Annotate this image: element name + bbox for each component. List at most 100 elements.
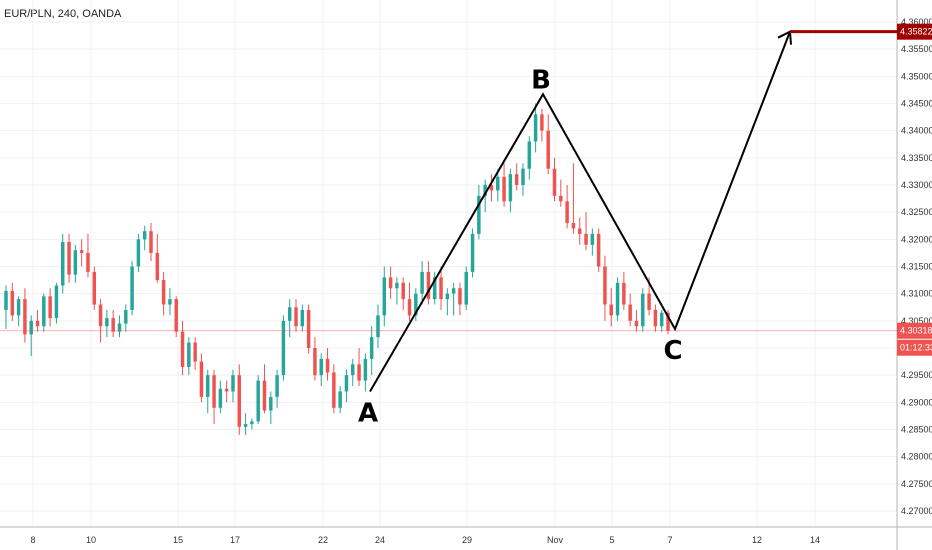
countdown-label: 01:12:33 — [900, 343, 932, 353]
candle-body — [609, 304, 613, 316]
x-tick-label: 12 — [752, 535, 762, 545]
candle-body — [155, 252, 160, 281]
candle-body — [224, 388, 229, 392]
candle-body — [212, 375, 216, 408]
candle-body — [325, 358, 330, 373]
candle-body — [559, 195, 563, 202]
y-tick-label: 4.28500 — [901, 425, 932, 435]
candle-body — [527, 141, 532, 169]
candle-body — [10, 290, 15, 316]
candle-body — [357, 364, 361, 381]
candle-body — [105, 318, 109, 327]
candle-body — [218, 388, 223, 408]
candle-body — [300, 309, 305, 327]
candle-body — [521, 168, 525, 185]
candle-body — [313, 348, 317, 376]
candle-body — [496, 176, 500, 191]
candle-body — [407, 299, 412, 316]
candle-body — [124, 309, 128, 324]
candle-body — [180, 331, 185, 368]
candle-body — [514, 174, 519, 185]
candle-body — [332, 372, 336, 408]
candle-body — [287, 307, 292, 321]
candle-body — [48, 296, 52, 319]
x-tick-label: Nov — [547, 535, 564, 545]
candle-body — [319, 358, 323, 376]
candle-body — [628, 304, 632, 321]
candle-body — [168, 299, 172, 305]
countdown-tag — [897, 339, 932, 356]
candle-body — [552, 168, 557, 196]
candle-body — [231, 375, 235, 392]
candle-body — [634, 320, 639, 327]
candle-body — [653, 309, 658, 327]
last-price-tag — [897, 322, 932, 339]
y-tick-label: 4.36000 — [901, 17, 932, 27]
x-tick-label: 24 — [375, 535, 385, 545]
candle-body — [401, 282, 405, 300]
candle-body — [92, 271, 97, 305]
candle-body — [54, 285, 59, 319]
candle-body — [243, 424, 248, 427]
x-tick-label: 8 — [30, 535, 35, 545]
candle-body — [130, 266, 134, 310]
y-tick-label: 4.35500 — [901, 44, 932, 54]
candle-body — [67, 242, 71, 275]
candle-body — [584, 233, 588, 245]
y-tick-labels: 4.36000 4.35500 4.35000 4.34500 4.34000 4.335… — [901, 17, 932, 516]
candle-body — [16, 299, 21, 316]
candle-body — [395, 282, 399, 289]
candle-body — [420, 271, 424, 294]
y-tick-label: 4.32000 — [901, 234, 932, 244]
candle-body — [445, 293, 450, 300]
candle-body — [590, 233, 595, 245]
candle-body — [294, 307, 298, 327]
candle-body — [382, 277, 387, 316]
candle-body — [565, 201, 569, 224]
y-tick-label: 4.27000 — [901, 506, 932, 516]
candle-body — [647, 293, 651, 310]
candle-body — [577, 228, 582, 234]
candle-body — [388, 277, 393, 289]
candle-body — [470, 233, 475, 272]
candle-body — [161, 280, 166, 305]
candle-body — [149, 231, 153, 253]
candle-body — [73, 250, 78, 275]
candle-body — [35, 320, 40, 327]
candle-body — [79, 250, 84, 253]
point-label-b: B — [531, 65, 551, 95]
point-label-c: C — [663, 336, 682, 366]
candle-body — [338, 391, 342, 408]
candle-body — [439, 277, 443, 300]
candle-body — [622, 282, 626, 305]
candle-body — [596, 233, 601, 267]
last-price-label: 4.30318 — [900, 326, 932, 336]
candle-body — [174, 299, 178, 332]
candle-body — [306, 309, 311, 348]
abc-pattern-line — [369, 31, 791, 392]
candle-body — [432, 277, 437, 300]
candle-body — [502, 176, 506, 202]
point-label-a: A — [358, 398, 378, 428]
candle-body — [23, 299, 27, 335]
candle-body — [351, 364, 355, 376]
candle-body — [237, 375, 242, 427]
candle-body — [281, 320, 286, 376]
x-tick-label: 22 — [318, 535, 328, 545]
candle-body — [187, 342, 191, 368]
candle-body — [533, 114, 538, 142]
y-tick-label: 4.34500 — [901, 99, 932, 109]
candle-body — [540, 114, 544, 131]
candle-body — [86, 252, 90, 272]
candle-body — [615, 282, 620, 316]
candle-body — [483, 185, 487, 196]
candle-body — [29, 320, 33, 335]
candle-body — [546, 130, 550, 169]
candle-body — [250, 421, 254, 425]
candle-body — [98, 304, 103, 327]
candle-body — [603, 266, 607, 305]
x-tick-label: 5 — [609, 535, 614, 545]
y-tick-label: 4.31000 — [901, 289, 932, 299]
candle-body — [376, 315, 380, 338]
